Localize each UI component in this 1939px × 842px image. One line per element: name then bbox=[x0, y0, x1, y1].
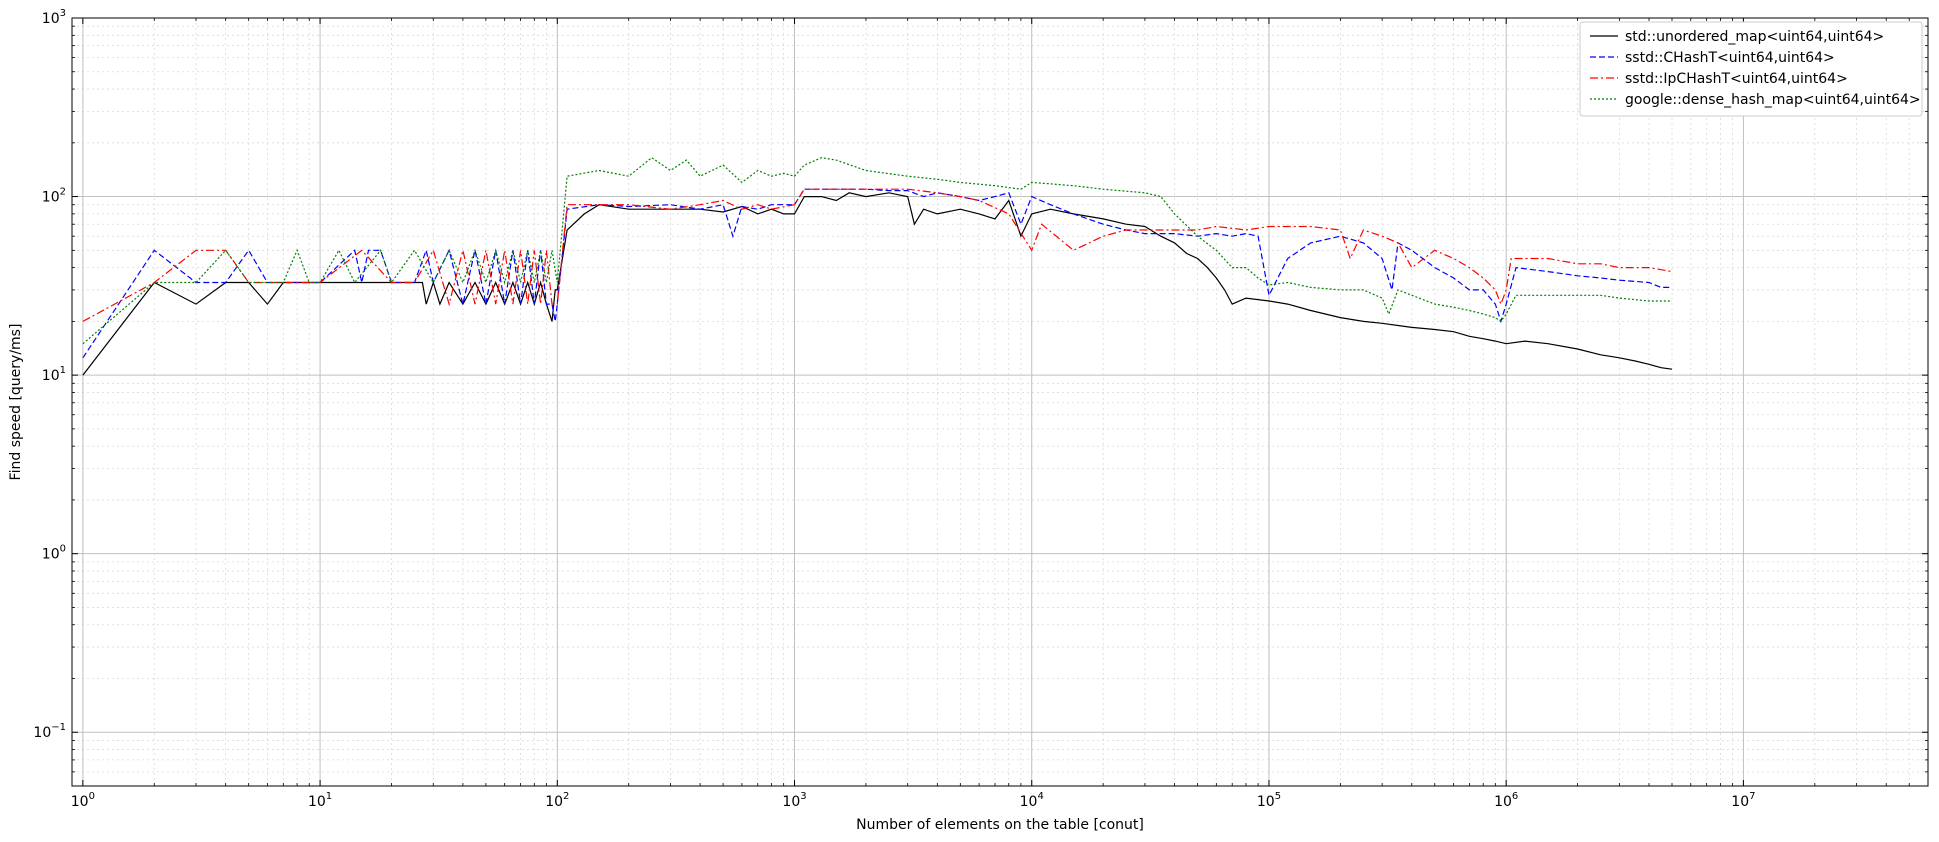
series-line-2 bbox=[82, 188, 1673, 322]
y-tick-labels: 10−1 100 101 102 103 bbox=[33, 8, 66, 741]
minor-grid bbox=[72, 18, 1928, 786]
legend-box bbox=[1579, 21, 1923, 117]
y-axis-label: Find speed [query/ms] bbox=[8, 324, 24, 481]
y-tick-label: 10−1 bbox=[33, 722, 66, 741]
major-grid bbox=[72, 17, 1928, 786]
series-line-0 bbox=[82, 192, 1673, 376]
x-axis-label: Number of elements on the table [conut] bbox=[856, 817, 1144, 833]
x-tick-label: 100 bbox=[71, 791, 95, 810]
legend-label: google::dense_hash_map<uint64,uint64> bbox=[1625, 92, 1921, 108]
y-tick-label: 103 bbox=[42, 8, 66, 27]
x-tick-labels: 100 101 102 103 104 105 106 107 bbox=[71, 791, 1756, 810]
series-layer bbox=[82, 156, 1673, 376]
y-tick-label: 102 bbox=[42, 187, 66, 206]
plot-frame bbox=[71, 17, 1929, 787]
x-tick-label: 107 bbox=[1731, 791, 1755, 810]
x-tick-label: 104 bbox=[1020, 791, 1044, 810]
series-line-3 bbox=[82, 156, 1672, 345]
x-tick-label: 105 bbox=[1257, 791, 1281, 810]
legend-label: std::unordered_map<uint64,uint64> bbox=[1625, 29, 1884, 45]
x-tick-label: 102 bbox=[545, 791, 569, 810]
x-tick-label: 106 bbox=[1494, 791, 1518, 810]
legend-label: sstd::IpCHashT<uint64,uint64> bbox=[1625, 71, 1848, 87]
legend: std::unordered_map<uint64,uint64>sstd::C… bbox=[1579, 21, 1923, 117]
x-tick-label: 101 bbox=[308, 791, 332, 810]
legend-label: sstd::CHashT<uint64,uint64> bbox=[1625, 50, 1835, 66]
series-line-1 bbox=[82, 188, 1672, 359]
y-tick-label: 100 bbox=[42, 544, 66, 563]
axis-ticks bbox=[72, 17, 1928, 786]
y-tick-label: 101 bbox=[42, 365, 66, 384]
x-tick-label: 103 bbox=[782, 791, 806, 810]
